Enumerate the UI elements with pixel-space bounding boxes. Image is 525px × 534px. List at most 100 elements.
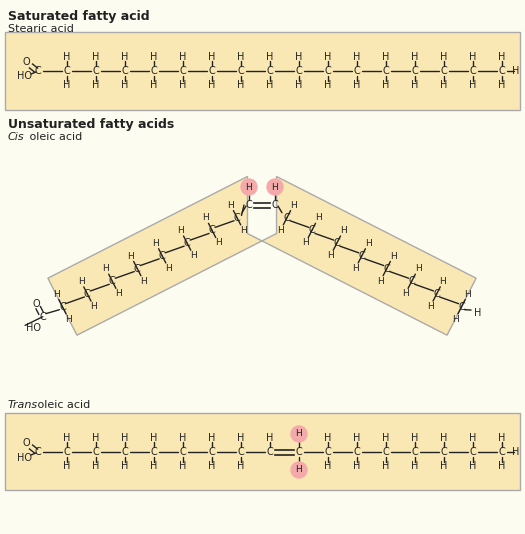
Text: H: H: [102, 264, 109, 273]
Text: C: C: [122, 66, 129, 76]
Text: H: H: [290, 201, 297, 210]
Text: H: H: [324, 433, 332, 443]
Circle shape: [241, 179, 257, 195]
Text: H: H: [121, 52, 129, 62]
Text: H: H: [266, 80, 274, 90]
Text: C: C: [92, 66, 99, 76]
Text: H: H: [324, 80, 332, 90]
Text: H: H: [402, 289, 408, 299]
Text: H: H: [415, 264, 422, 273]
Text: H: H: [64, 433, 71, 443]
Text: C: C: [180, 447, 186, 457]
Text: H: H: [475, 308, 482, 318]
Text: C: C: [470, 66, 476, 76]
Text: H: H: [440, 433, 448, 443]
Text: H: H: [427, 302, 434, 311]
Text: H: H: [352, 264, 359, 273]
Text: H: H: [237, 80, 245, 90]
Text: H: H: [128, 252, 134, 261]
Text: H: H: [353, 52, 361, 62]
Text: H: H: [315, 214, 322, 223]
Text: H: H: [452, 315, 459, 324]
Text: H: H: [439, 277, 446, 286]
Text: H: H: [150, 52, 157, 62]
Text: H: H: [152, 239, 159, 248]
Text: Cis: Cis: [8, 132, 25, 142]
Text: C: C: [208, 66, 215, 76]
Text: H: H: [440, 80, 448, 90]
Text: H: H: [180, 461, 187, 471]
Text: C: C: [433, 289, 440, 299]
Circle shape: [291, 462, 307, 478]
Text: C: C: [354, 66, 360, 76]
Text: C: C: [64, 447, 70, 457]
Text: H: H: [440, 461, 448, 471]
FancyBboxPatch shape: [5, 413, 520, 490]
Text: H: H: [440, 52, 448, 62]
Text: C: C: [59, 302, 66, 312]
Text: H: H: [202, 214, 209, 223]
Polygon shape: [48, 177, 476, 335]
Text: H: H: [411, 52, 419, 62]
Text: C: C: [109, 276, 116, 286]
Text: H: H: [324, 461, 332, 471]
Text: H: H: [353, 461, 361, 471]
Text: C: C: [309, 225, 316, 235]
Text: H: H: [296, 466, 302, 475]
Text: Saturated fatty acid: Saturated fatty acid: [8, 10, 150, 23]
Text: C: C: [267, 447, 274, 457]
Text: H: H: [266, 52, 274, 62]
Text: H: H: [90, 302, 97, 311]
Text: H: H: [498, 80, 506, 90]
Text: H: H: [353, 433, 361, 443]
Text: C: C: [180, 66, 186, 76]
Text: H: H: [296, 429, 302, 438]
Text: H: H: [215, 238, 222, 247]
Text: H: H: [382, 52, 390, 62]
Text: C: C: [159, 251, 165, 261]
Text: C: C: [383, 66, 390, 76]
Text: H: H: [498, 52, 506, 62]
Text: H: H: [465, 290, 471, 299]
Circle shape: [291, 426, 307, 442]
Text: H: H: [277, 226, 284, 234]
Text: C: C: [408, 276, 415, 286]
Text: C: C: [271, 200, 278, 210]
Text: H: H: [227, 201, 234, 210]
Text: C: C: [92, 447, 99, 457]
Text: H: H: [498, 433, 506, 443]
Text: C: C: [324, 447, 331, 457]
Text: C: C: [383, 264, 390, 273]
Text: H: H: [353, 80, 361, 90]
Text: H: H: [411, 461, 419, 471]
Text: C: C: [359, 251, 365, 261]
Text: C: C: [122, 447, 129, 457]
Text: C: C: [84, 289, 91, 299]
Text: C: C: [35, 447, 41, 457]
Text: C: C: [412, 66, 418, 76]
Text: H: H: [190, 251, 197, 260]
Text: H: H: [512, 447, 520, 457]
Text: C: C: [134, 264, 141, 273]
Text: H: H: [92, 433, 100, 443]
Text: C: C: [184, 238, 191, 248]
Text: C: C: [499, 447, 506, 457]
Text: C: C: [354, 447, 360, 457]
Text: H: H: [237, 433, 245, 443]
Text: C: C: [324, 66, 331, 76]
Text: C: C: [440, 66, 447, 76]
Text: H: H: [469, 461, 477, 471]
Text: H: H: [237, 461, 245, 471]
Text: H: H: [382, 433, 390, 443]
Text: C: C: [296, 66, 302, 76]
Text: H: H: [302, 238, 309, 247]
Text: C: C: [458, 302, 465, 312]
Text: H: H: [64, 80, 71, 90]
Text: H: H: [150, 80, 157, 90]
Text: C: C: [208, 447, 215, 457]
Text: H: H: [382, 461, 390, 471]
Text: H: H: [411, 433, 419, 443]
Text: HO: HO: [16, 71, 32, 81]
Text: C: C: [296, 447, 302, 457]
Text: H: H: [66, 315, 72, 324]
